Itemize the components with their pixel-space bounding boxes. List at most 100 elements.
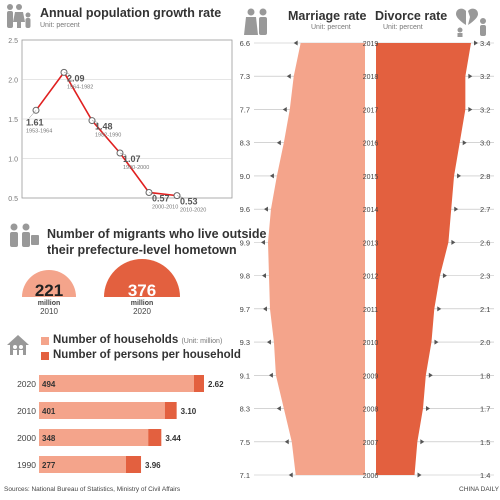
marriage-marker (263, 206, 268, 212)
migrant-half-circle (104, 259, 180, 297)
persons-bar (148, 429, 162, 446)
migrants-title-line2: their prefecture-level hometown (47, 243, 237, 257)
persons-value: 3.44 (165, 434, 181, 443)
migrant-half-circle (22, 270, 76, 297)
divorce-value: 3.0 (480, 139, 490, 148)
year-label: 2008 (363, 407, 379, 414)
households-legend-unit: (Unit: million) (181, 338, 223, 345)
growth-ytick: 2.5 (8, 38, 18, 45)
divorce-value: 2.7 (480, 205, 490, 214)
growth-ytick: 0.5 (8, 196, 18, 203)
growth-period-label: 2000-2010 (152, 204, 178, 210)
divorce-value: 1.4 (480, 471, 490, 480)
migrant-unit: million (38, 300, 61, 307)
households-year-label: 2020 (17, 379, 36, 389)
marriage-marker (284, 439, 289, 445)
marriage-value: 7.1 (240, 471, 250, 480)
divorce-value: 1.8 (480, 371, 490, 380)
marriage-value: 9.7 (240, 305, 250, 314)
year-label: 2009 (363, 373, 379, 380)
divorce-marker (468, 73, 473, 79)
persons-value: 3.10 (181, 407, 197, 416)
year-label: 2010 (363, 340, 379, 347)
households-year-label: 2010 (17, 406, 36, 416)
divorce-marker (434, 339, 439, 345)
divorce-value: 2.6 (480, 238, 490, 247)
growth-period-label: 1982-1990 (95, 133, 121, 139)
marriage-marker (262, 306, 267, 312)
people-icon (10, 223, 39, 247)
households-legend-swatch (41, 337, 49, 345)
sources-note: Sources: National Bureau of Statistics, … (4, 486, 181, 493)
year-label: 2019 (363, 41, 379, 48)
households-bar (39, 429, 149, 446)
persons-bar (164, 402, 177, 419)
divorce-marker (462, 140, 467, 146)
credit: CHINA DAILY (459, 486, 499, 493)
marriage-value: 9.8 (240, 272, 250, 281)
year-label: 2012 (363, 274, 379, 281)
persons-bar (125, 456, 142, 473)
growth-ytick: 1.0 (8, 157, 18, 164)
year-label: 2014 (363, 207, 379, 214)
growth-data-label: 1.61 (26, 117, 44, 127)
growth-data-label: 2.09 (67, 73, 85, 83)
growth-leader-line (91, 120, 99, 123)
family-icon (7, 4, 31, 28)
marriage-area (268, 43, 366, 475)
growth-leader-line (63, 72, 71, 75)
year-label: 2011 (363, 307, 378, 314)
year-label: 2018 (363, 74, 379, 81)
wedding-couple-icon (244, 8, 267, 35)
year-label: 2006 (363, 473, 379, 480)
growth-title: Annual population growth rate (40, 6, 222, 20)
marriage-value: 7.3 (240, 72, 250, 81)
marriage-value: 9.0 (240, 172, 250, 181)
growth-period-label: 2010-2020 (180, 208, 206, 214)
divorce-marker (442, 273, 447, 279)
divorce-value: 2.1 (480, 305, 490, 314)
broken-heart-icon (456, 8, 486, 37)
divorce-value: 1.5 (480, 438, 490, 447)
divorce-marker (454, 206, 459, 212)
divorce-value: 2.0 (480, 338, 490, 347)
divorce-area (375, 43, 471, 475)
growth-period-label: 1953-1964 (26, 128, 52, 134)
marriage-marker (269, 173, 274, 179)
growth-period-label: 1964-1982 (67, 84, 93, 90)
marriage-marker (276, 406, 281, 412)
divorce-marker (420, 439, 425, 445)
households-value: 401 (42, 407, 56, 416)
marriage-marker (288, 472, 293, 478)
growth-leader-line (119, 152, 127, 156)
marriage-value: 7.5 (240, 438, 250, 447)
persons-bar (194, 375, 204, 392)
year-label: 2017 (363, 107, 379, 114)
households-bar (39, 456, 126, 473)
migrant-value: 221 (35, 281, 63, 300)
divorce-marker (417, 472, 422, 478)
marriage-unit: Unit: percent (311, 24, 351, 31)
marriage-value: 6.6 (240, 39, 250, 48)
growth-data-label: 1.07 (123, 154, 141, 164)
divorce-marker (437, 306, 442, 312)
growth-data-label: 0.53 (180, 197, 198, 207)
growth-series-line (35, 70, 178, 197)
marriage-marker (261, 273, 266, 279)
divorce-marker (468, 106, 473, 112)
persons-legend-label: Number of persons per household (53, 349, 241, 361)
marriage-value: 7.7 (240, 105, 250, 114)
marriage-value: 8.3 (240, 139, 250, 148)
divorce-value: 3.2 (480, 105, 490, 114)
divorce-marker (474, 40, 478, 46)
marriage-marker (293, 40, 298, 46)
marriage-value: 8.3 (240, 405, 250, 414)
divorce-marker (457, 173, 462, 179)
growth-data-label: 1.48 (95, 122, 113, 132)
growth-ytick: 1.5 (8, 117, 18, 124)
marriage-value: 9.1 (240, 371, 250, 380)
migrant-value: 376 (128, 281, 156, 300)
year-label: 2015 (363, 174, 379, 181)
divorce-marker (426, 406, 430, 412)
